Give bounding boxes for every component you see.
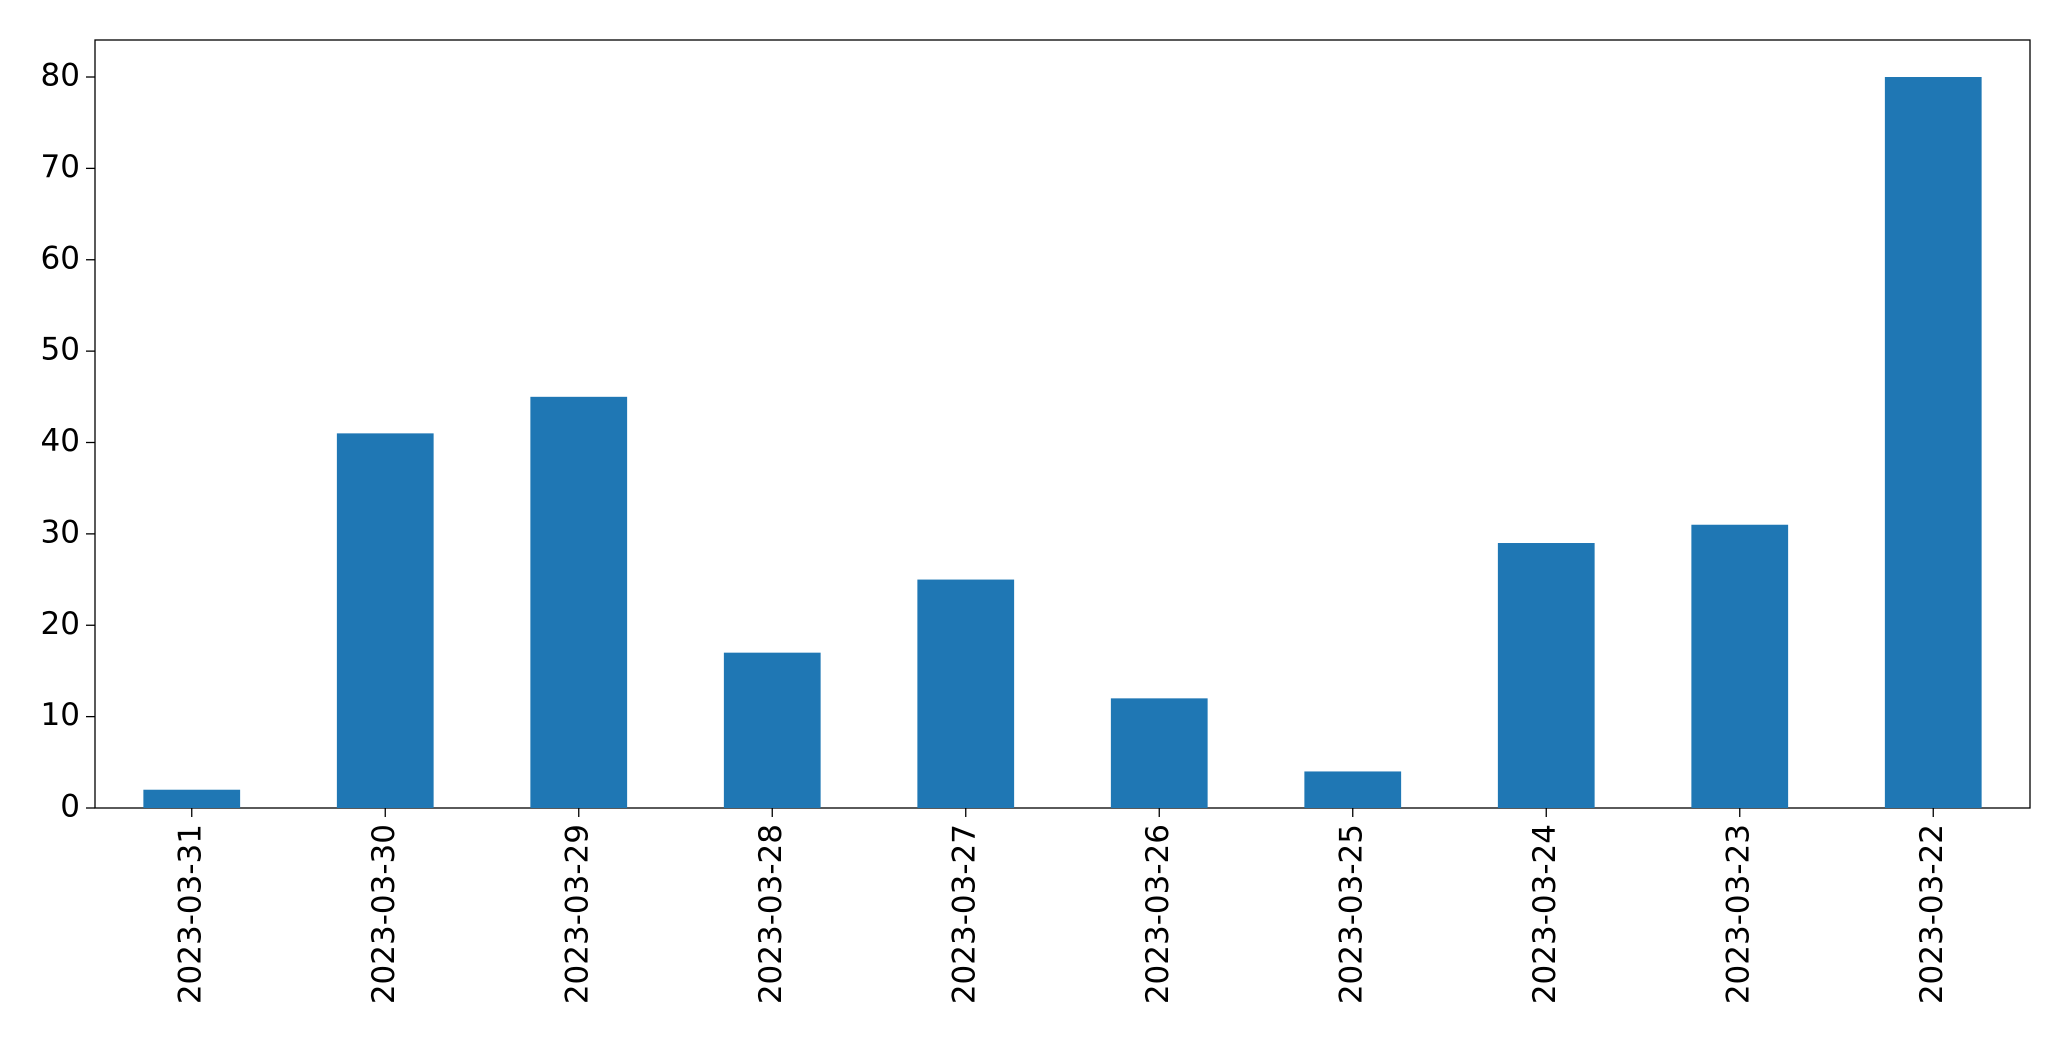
bar — [723, 652, 821, 808]
plot-frame — [94, 39, 2031, 809]
x-tick-label: 2023-03-25 — [1333, 824, 1369, 1004]
x-tick-label: 2023-03-23 — [1720, 824, 1756, 1004]
x-tick-label: 2023-03-24 — [1527, 824, 1563, 1004]
y-tick-label: 60 — [41, 240, 80, 276]
bar — [917, 579, 1015, 808]
y-tick-label: 40 — [41, 423, 80, 459]
x-tick-label: 2023-03-22 — [1914, 824, 1950, 1004]
y-tick-label: 0 — [60, 789, 80, 825]
y-tick-label: 50 — [41, 332, 80, 368]
bar — [1691, 524, 1789, 808]
bar — [1110, 698, 1208, 808]
x-tick-label: 2023-03-29 — [559, 824, 595, 1004]
bar — [143, 789, 241, 808]
y-tick-label: 20 — [41, 606, 80, 642]
y-tick-label: 10 — [41, 697, 80, 733]
x-tick-label: 2023-03-31 — [172, 824, 208, 1004]
bar — [1497, 543, 1595, 808]
x-tick-label: 2023-03-28 — [753, 824, 789, 1004]
bar — [1884, 77, 1982, 809]
y-tick-label: 80 — [41, 58, 80, 94]
bar — [1304, 771, 1402, 808]
bar — [336, 433, 434, 808]
y-tick-label: 30 — [41, 514, 80, 550]
x-tick-label: 2023-03-26 — [1140, 824, 1176, 1004]
bar — [530, 396, 628, 808]
y-tick-label: 70 — [41, 149, 80, 185]
x-tick-label: 2023-03-27 — [946, 824, 982, 1004]
x-tick-label: 2023-03-30 — [366, 824, 402, 1004]
